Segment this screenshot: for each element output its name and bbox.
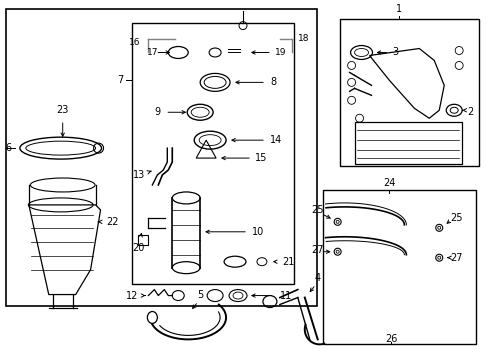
Text: 14: 14 xyxy=(269,135,282,145)
Text: 5: 5 xyxy=(197,289,203,300)
Text: 21: 21 xyxy=(281,257,294,267)
Text: 27: 27 xyxy=(311,245,324,255)
Text: 8: 8 xyxy=(269,77,275,87)
Bar xyxy=(6,9,316,306)
Text: 2: 2 xyxy=(466,107,472,117)
Text: 6: 6 xyxy=(6,143,12,153)
Bar xyxy=(138,235,148,245)
Text: 16: 16 xyxy=(129,38,140,47)
Text: 17: 17 xyxy=(146,48,158,57)
Text: 18: 18 xyxy=(297,34,309,43)
Text: 27: 27 xyxy=(449,253,462,263)
Text: 19: 19 xyxy=(274,48,286,57)
Bar xyxy=(322,190,475,345)
Text: 13: 13 xyxy=(133,170,145,180)
Text: 25: 25 xyxy=(311,205,324,215)
Text: 9: 9 xyxy=(154,107,160,117)
Text: 23: 23 xyxy=(57,105,69,115)
Text: 15: 15 xyxy=(254,153,267,163)
Text: 10: 10 xyxy=(251,227,264,237)
Bar xyxy=(132,23,293,284)
Bar xyxy=(354,122,461,164)
Text: 24: 24 xyxy=(383,178,395,188)
Text: 22: 22 xyxy=(106,217,119,227)
Text: 26: 26 xyxy=(385,334,397,345)
Text: 20: 20 xyxy=(132,243,144,253)
Text: 11: 11 xyxy=(279,291,291,301)
Text: 4: 4 xyxy=(314,273,320,283)
Bar xyxy=(339,19,478,166)
Text: 25: 25 xyxy=(449,213,462,223)
Text: 7: 7 xyxy=(117,75,123,85)
Text: 1: 1 xyxy=(396,4,402,14)
Text: 3: 3 xyxy=(392,48,398,58)
Text: 12: 12 xyxy=(126,291,138,301)
